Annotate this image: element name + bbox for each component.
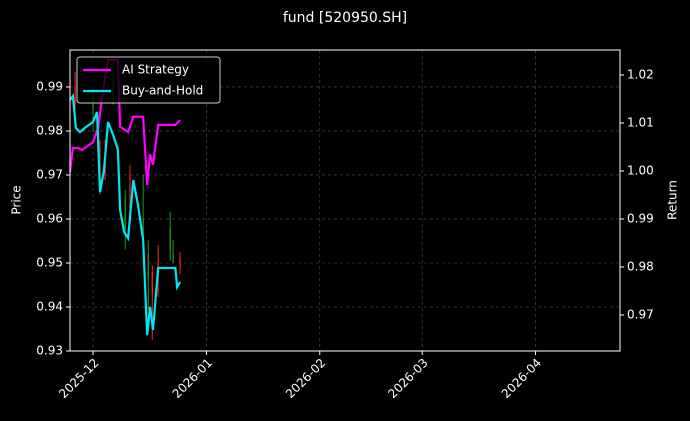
plot-frame: [69, 49, 621, 352]
series-line: [68, 58, 181, 186]
y-tick-label: 0.94: [36, 299, 63, 313]
candle-body: [179, 258, 181, 268]
legend: AI Strategy Buy-and-Hold: [76, 56, 221, 104]
y2-tick-label: 1.02: [627, 67, 654, 81]
y-tick-label: 0.98: [36, 123, 63, 137]
y-tick-label: 0.97: [36, 167, 63, 181]
y-tick-label: 0.93: [36, 344, 63, 358]
y2-tick-label: 0.97: [627, 307, 654, 321]
legend-label: AI Strategy: [122, 63, 189, 77]
candle-body: [74, 86, 76, 105]
y2-axis-label: Return: [666, 180, 680, 220]
candle-body: [147, 254, 149, 281]
chart-title: fund [520950.SH]: [283, 10, 407, 26]
legend-label: Buy-and-Hold: [122, 84, 203, 98]
candle-body: [151, 271, 153, 294]
y-tick-label: 0.95: [36, 255, 63, 269]
y2-tick-label: 0.99: [627, 211, 654, 225]
y2-tick-label: 1.01: [627, 115, 654, 129]
candle-body: [124, 196, 126, 228]
y-tick-label: 0.99: [36, 79, 63, 93]
series-line: [69, 93, 182, 336]
y-tick-label: 0.96: [36, 211, 63, 225]
y-axis-label: Price: [10, 185, 24, 214]
candle-body: [104, 161, 106, 180]
legend-box: [76, 56, 221, 104]
candle-body: [172, 254, 174, 263]
candle-body: [169, 227, 171, 250]
candle-body: [129, 174, 131, 193]
candle-body: [142, 218, 144, 241]
y2-tick-label: 1.00: [627, 163, 654, 177]
y2-tick-label: 0.98: [627, 259, 654, 273]
